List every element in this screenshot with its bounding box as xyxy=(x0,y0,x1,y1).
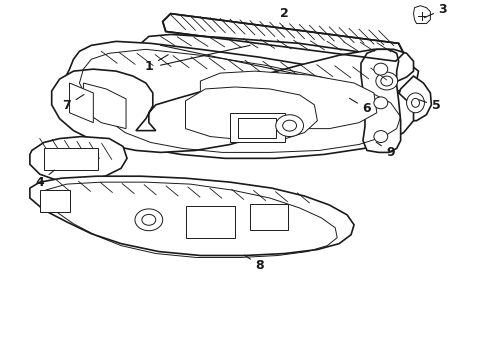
Ellipse shape xyxy=(381,76,392,86)
Bar xyxy=(44,148,98,170)
Text: 6: 6 xyxy=(349,98,371,115)
Polygon shape xyxy=(200,71,377,129)
Text: 8: 8 xyxy=(245,255,264,272)
Polygon shape xyxy=(30,176,354,256)
Ellipse shape xyxy=(412,98,419,107)
Ellipse shape xyxy=(142,214,156,225)
Text: 2: 2 xyxy=(280,7,289,27)
Ellipse shape xyxy=(407,93,424,113)
Ellipse shape xyxy=(374,97,388,109)
Polygon shape xyxy=(83,83,126,129)
Polygon shape xyxy=(163,14,404,61)
Text: 1: 1 xyxy=(145,55,168,73)
Ellipse shape xyxy=(376,72,398,90)
Polygon shape xyxy=(186,87,318,140)
Bar xyxy=(230,113,285,143)
Text: 9: 9 xyxy=(376,142,395,159)
Text: 4: 4 xyxy=(35,170,54,189)
Polygon shape xyxy=(361,49,401,152)
Text: 7: 7 xyxy=(62,94,84,112)
Bar xyxy=(250,204,288,230)
Text: 5: 5 xyxy=(419,99,441,112)
Polygon shape xyxy=(139,35,418,93)
Polygon shape xyxy=(414,6,430,23)
Ellipse shape xyxy=(135,209,163,231)
Ellipse shape xyxy=(374,131,388,143)
Polygon shape xyxy=(30,136,127,180)
Polygon shape xyxy=(64,41,414,158)
Text: 3: 3 xyxy=(438,3,446,16)
Bar xyxy=(186,206,235,238)
Bar xyxy=(40,190,70,212)
Ellipse shape xyxy=(374,63,388,75)
Polygon shape xyxy=(70,83,93,123)
Ellipse shape xyxy=(283,120,296,131)
Polygon shape xyxy=(51,49,414,152)
Polygon shape xyxy=(397,76,431,121)
Ellipse shape xyxy=(276,115,303,136)
Bar xyxy=(238,118,276,138)
